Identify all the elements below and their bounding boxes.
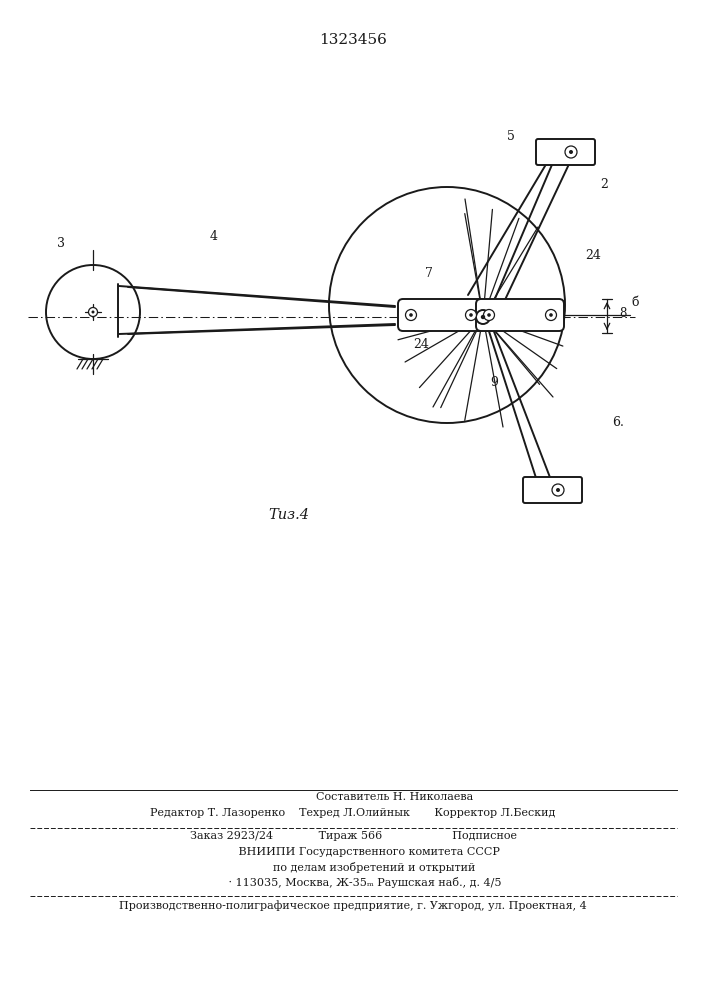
Circle shape [469, 313, 473, 317]
Text: 5: 5 [507, 130, 515, 143]
Circle shape [569, 150, 573, 154]
Circle shape [484, 310, 494, 320]
FancyBboxPatch shape [523, 477, 582, 503]
FancyBboxPatch shape [398, 299, 484, 331]
Text: Редактор Т. Лазоренко    Техред Л.Олийнык       Корректор Л.Бескид: Редактор Т. Лазоренко Техред Л.Олийнык К… [151, 808, 556, 818]
Circle shape [565, 146, 577, 158]
Circle shape [546, 310, 556, 320]
Circle shape [552, 484, 564, 496]
Circle shape [409, 313, 413, 317]
Text: 8: 8 [619, 307, 626, 320]
Text: ВНИИПИ Государственного комитета СССР: ВНИИПИ Государственного комитета СССР [206, 847, 499, 857]
Text: Составитель Н. Николаева: Составитель Н. Николаева [233, 792, 474, 802]
Circle shape [556, 488, 560, 492]
Text: Τиз.4: Τиз.4 [268, 508, 309, 522]
Text: 1323456: 1323456 [319, 33, 387, 47]
Circle shape [549, 313, 553, 317]
Circle shape [406, 310, 416, 320]
Circle shape [487, 313, 491, 317]
Text: 24: 24 [585, 249, 601, 262]
Text: 2: 2 [600, 178, 608, 191]
Circle shape [481, 315, 485, 319]
Text: 6.: 6. [612, 416, 624, 429]
Text: 3: 3 [57, 237, 65, 250]
FancyBboxPatch shape [476, 299, 564, 331]
Text: · 113035, Москва, Ж-35ₘ Раушская наб., д. 4/5: · 113035, Москва, Ж-35ₘ Раушская наб., д… [204, 877, 502, 888]
Circle shape [476, 310, 490, 324]
Circle shape [88, 308, 98, 316]
Circle shape [465, 310, 477, 320]
Text: б: б [631, 296, 638, 309]
Text: Заказ 2923/24             Тираж 566                    Подписное: Заказ 2923/24 Тираж 566 Подписное [189, 831, 517, 841]
FancyBboxPatch shape [536, 139, 595, 165]
Text: 24: 24 [413, 338, 429, 351]
Text: по делам изобретений и открытий: по делам изобретений и открытий [230, 862, 475, 873]
Text: Производственно-полиграфическое предприятие, г. Ужгород, ул. Проектная, 4: Производственно-полиграфическое предприя… [119, 900, 587, 911]
Text: 4: 4 [210, 230, 218, 243]
Circle shape [91, 310, 95, 314]
Text: 7: 7 [425, 267, 433, 280]
Text: 9: 9 [490, 376, 498, 389]
